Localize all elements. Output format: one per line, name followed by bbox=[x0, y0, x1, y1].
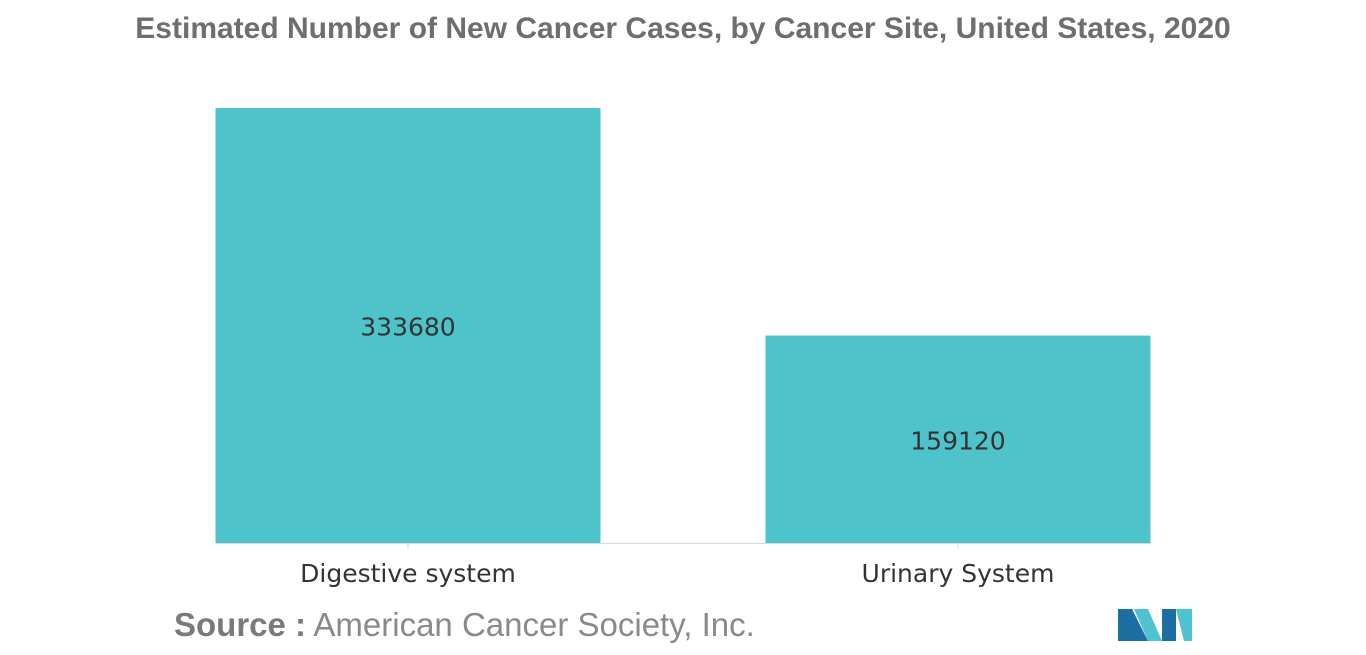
source-text: American Cancer Society, Inc. bbox=[313, 606, 755, 643]
labels-layer: 333680 Digestive system 159120 Urinary Syst… bbox=[300, 313, 1054, 589]
data-label-1: 159120 bbox=[910, 426, 1005, 455]
bar-0 bbox=[215, 108, 601, 543]
bar-1 bbox=[765, 335, 1151, 543]
bars-layer bbox=[215, 108, 1151, 543]
mordor-intelligence-logo-icon bbox=[1118, 609, 1192, 641]
bar-chart: 333680 Digestive system 159120 Urinary Syst… bbox=[215, 108, 1151, 589]
source-note: Source : American Cancer Society, Inc. bbox=[174, 606, 755, 644]
ticks-layer bbox=[407, 543, 959, 549]
chart-title: Estimated Number of New Cancer Cases, by… bbox=[135, 12, 1231, 45]
data-label-0: 333680 bbox=[360, 313, 455, 342]
category-label-1: Urinary System bbox=[862, 559, 1055, 588]
category-label-0: Digestive system bbox=[300, 559, 516, 588]
source-label: Source : bbox=[174, 606, 307, 643]
